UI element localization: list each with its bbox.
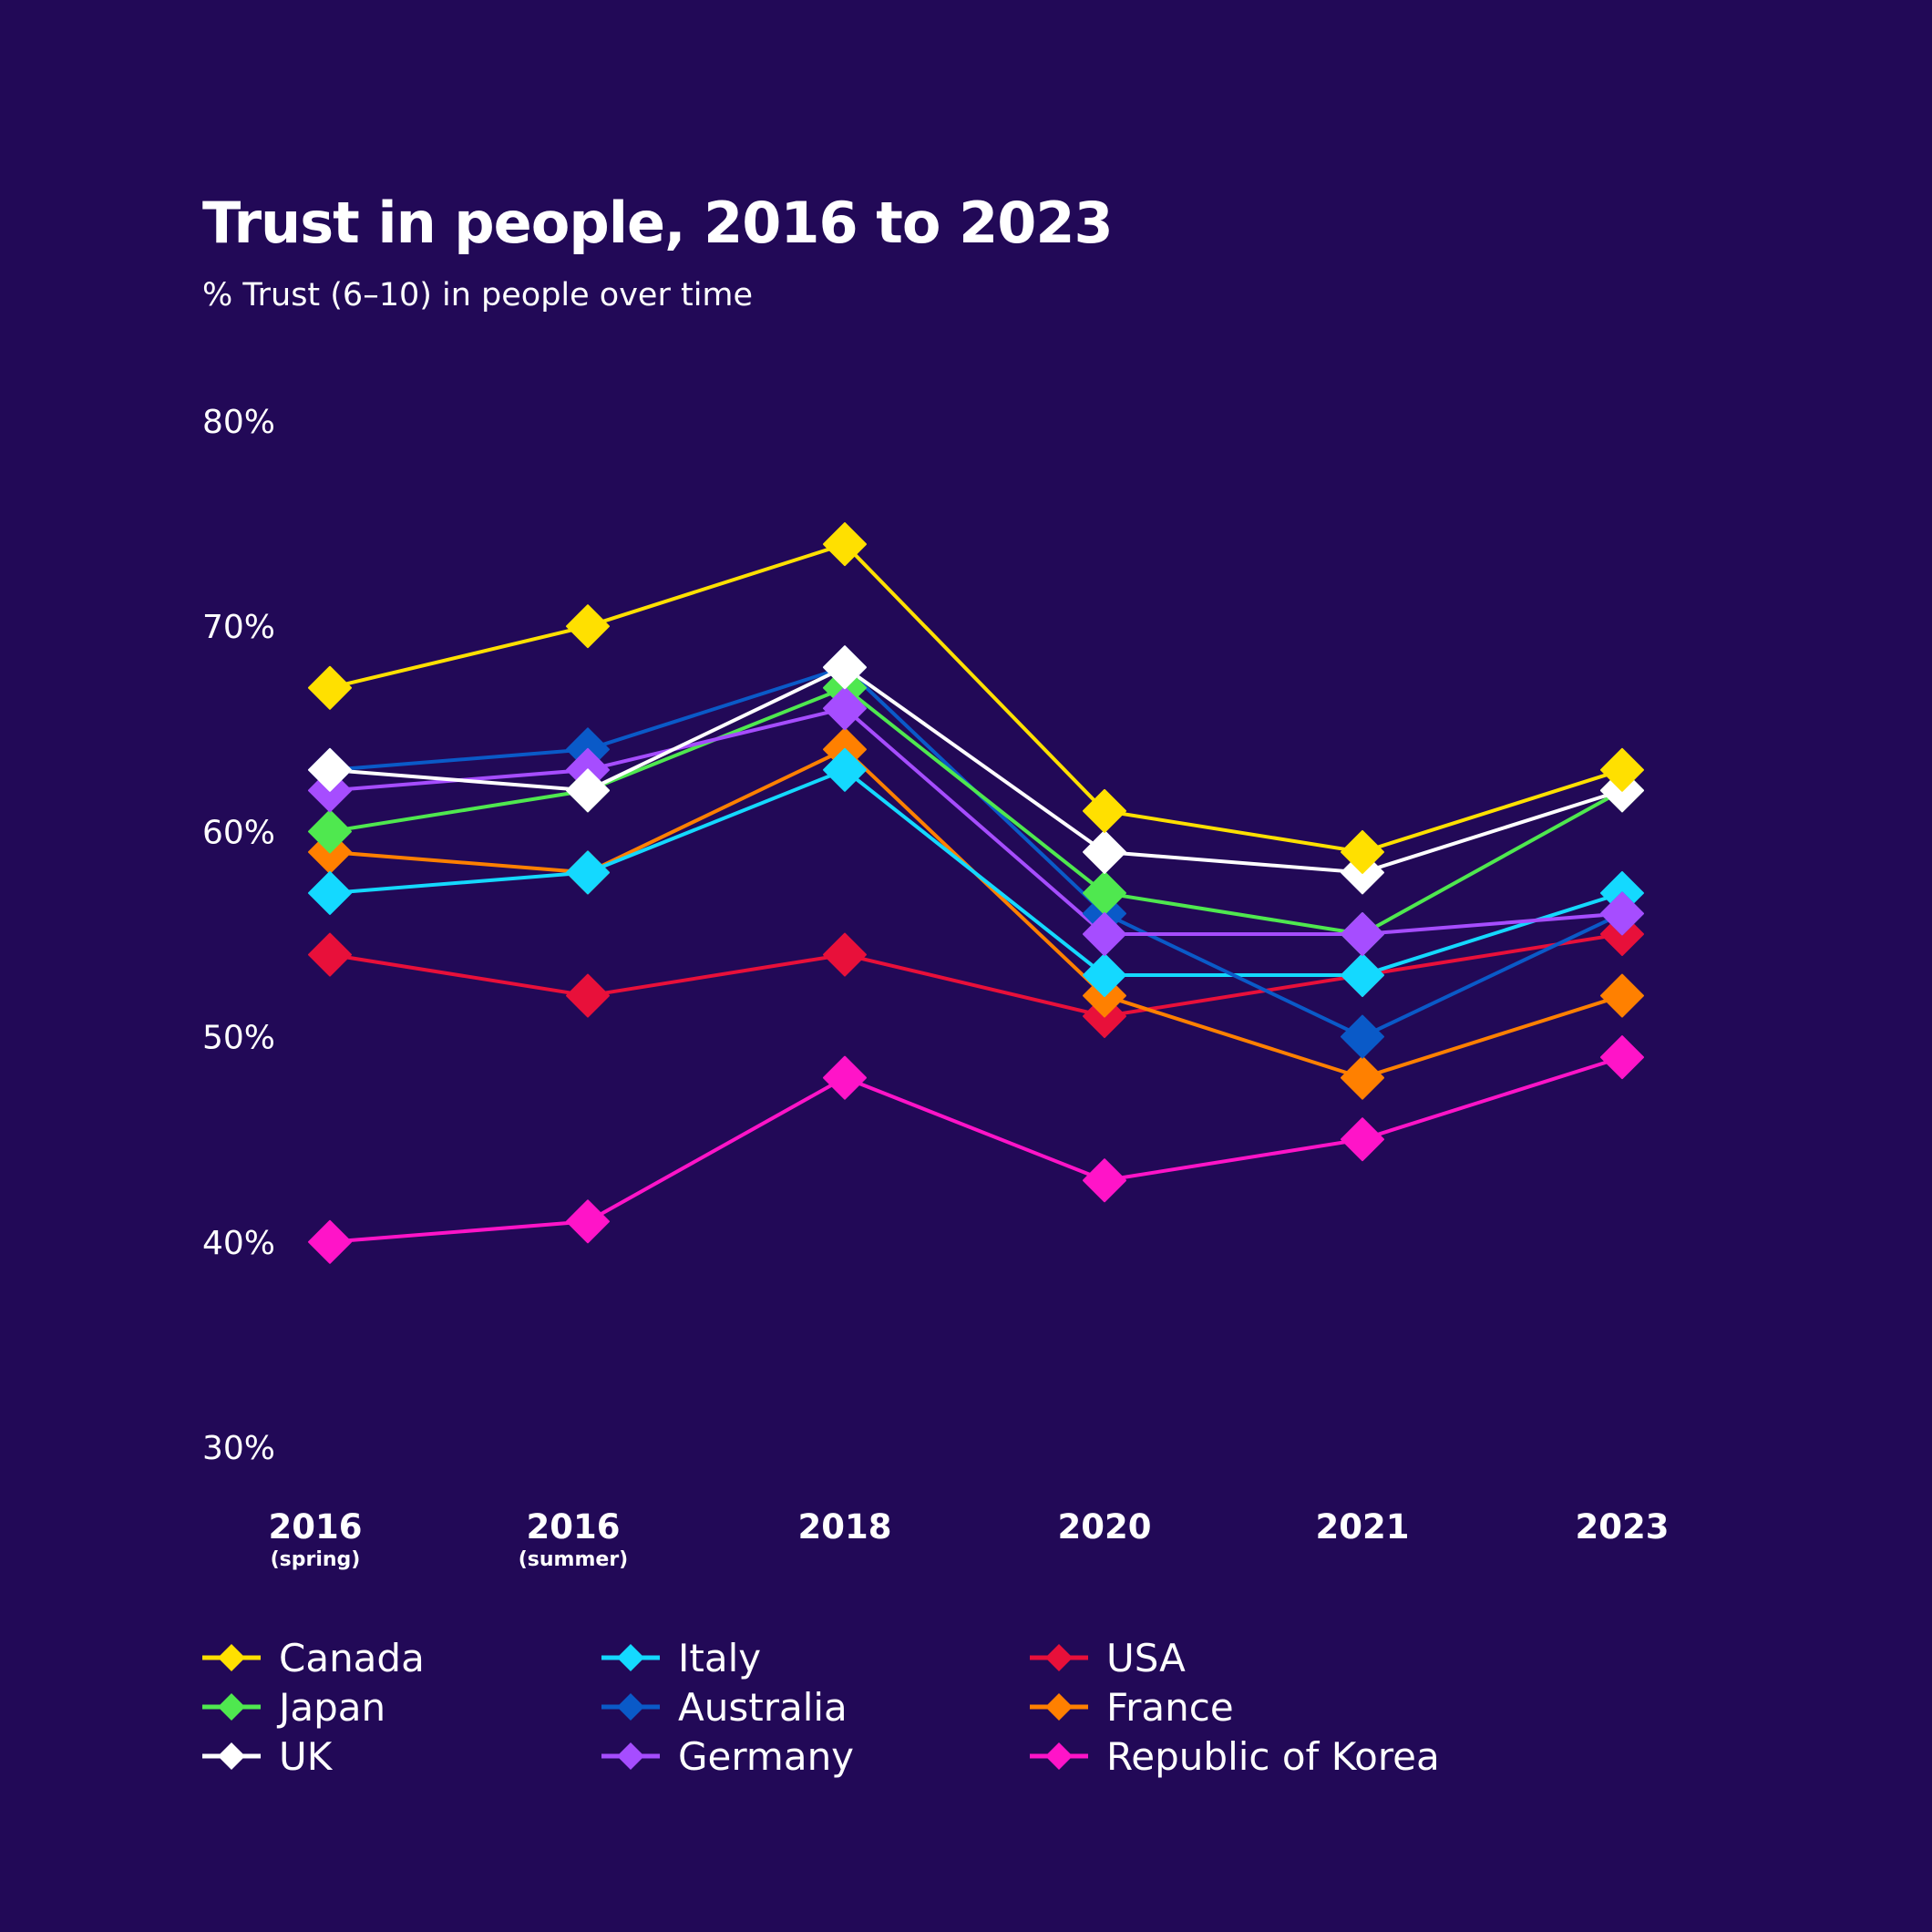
data-point-uk bbox=[823, 645, 867, 690]
series-line-japan bbox=[329, 685, 1623, 936]
data-point-uk bbox=[308, 747, 352, 792]
y-tick-label: 70% bbox=[202, 609, 275, 646]
y-tick-label: 60% bbox=[202, 814, 275, 851]
legend-item-japan: Japan bbox=[202, 1682, 385, 1732]
series-line-italy bbox=[329, 767, 1623, 978]
data-point-republic-of-korea bbox=[308, 1219, 352, 1264]
data-point-canada bbox=[823, 522, 867, 567]
x-tick-label: 2020 bbox=[1058, 1507, 1152, 1547]
legend-swatch-icon bbox=[601, 1644, 660, 1671]
legend-item-france: France bbox=[1030, 1682, 1234, 1732]
legend-item-canada: Canada bbox=[202, 1633, 425, 1682]
x-tick-label: 2023 bbox=[1576, 1507, 1670, 1547]
legend-item-usa: USA bbox=[1030, 1633, 1186, 1682]
data-point-usa bbox=[308, 932, 352, 977]
x-tick-label: 2018 bbox=[798, 1507, 892, 1547]
series-line-canada bbox=[329, 542, 1623, 854]
data-point-republic-of-korea bbox=[566, 1199, 610, 1244]
x-tick-label: 2016 bbox=[269, 1507, 363, 1547]
legend-item-republic-of-korea: Republic of Korea bbox=[1030, 1732, 1440, 1781]
y-tick-label: 30% bbox=[202, 1430, 275, 1467]
data-point-republic-of-korea bbox=[1600, 1035, 1644, 1080]
line-chart: 30%40%50%60%70%80% 2016(spring)2016(summ… bbox=[202, 404, 1670, 1571]
data-point-republic-of-korea bbox=[823, 1055, 867, 1100]
y-axis: 30% 40% 50% 60% 70% 80% bbox=[202, 404, 275, 1467]
chart-subtitle: % Trust (6–10) in people over time bbox=[202, 277, 754, 313]
y-tick-label: 80% bbox=[202, 404, 275, 441]
x-tick-label: 2021 bbox=[1316, 1507, 1410, 1547]
series-line-usa bbox=[329, 932, 1623, 1019]
data-point-italy bbox=[566, 850, 610, 895]
y-tick-label: 40% bbox=[202, 1225, 275, 1262]
data-point-italy bbox=[308, 870, 352, 915]
legend-label: Australia bbox=[678, 1684, 848, 1730]
data-point-germany bbox=[1600, 891, 1644, 936]
x-tick-sublabel: (spring) bbox=[271, 1548, 361, 1571]
series-markers bbox=[308, 522, 1644, 1264]
series-line-france bbox=[329, 747, 1623, 1080]
data-point-republic-of-korea bbox=[1341, 1117, 1384, 1162]
chart-title: Trust in people, 2016 to 2023 bbox=[202, 190, 1114, 256]
data-point-italy bbox=[1341, 953, 1384, 998]
series-line-uk bbox=[329, 665, 1623, 875]
data-point-germany bbox=[1341, 912, 1384, 956]
series-line-germany bbox=[329, 706, 1623, 936]
legend-swatch-icon bbox=[202, 1644, 261, 1671]
legend-label: Republic of Korea bbox=[1106, 1733, 1440, 1779]
legend-label: Japan bbox=[279, 1684, 386, 1730]
data-point-usa bbox=[823, 932, 867, 977]
data-point-canada bbox=[1600, 747, 1644, 792]
legend: Canada Japan UK Italy Australia Germany USA Fra… bbox=[202, 1633, 1569, 1797]
series-line-republic-of-korea bbox=[329, 1055, 1623, 1244]
series-lines bbox=[329, 542, 1623, 1244]
data-point-canada bbox=[1341, 829, 1384, 874]
legend-label: Germany bbox=[678, 1733, 855, 1779]
legend-label: France bbox=[1106, 1684, 1234, 1730]
data-point-republic-of-korea bbox=[1083, 1158, 1126, 1203]
legend-item-uk: UK bbox=[202, 1732, 332, 1781]
data-point-australia bbox=[1341, 1014, 1384, 1059]
data-point-italy bbox=[823, 747, 867, 792]
x-tick-sublabel: (summer) bbox=[519, 1548, 628, 1571]
data-point-canada bbox=[566, 604, 610, 649]
data-point-france bbox=[1600, 973, 1644, 1018]
legend-item-germany: Germany bbox=[601, 1732, 854, 1781]
legend-swatch-icon bbox=[1030, 1742, 1088, 1770]
data-point-france bbox=[1341, 1055, 1384, 1100]
data-point-usa bbox=[566, 973, 610, 1018]
legend-label: Italy bbox=[678, 1635, 762, 1680]
legend-label: UK bbox=[279, 1733, 333, 1779]
legend-swatch-icon bbox=[1030, 1644, 1088, 1671]
y-tick-label: 50% bbox=[202, 1020, 275, 1057]
data-point-germany bbox=[823, 686, 867, 731]
data-point-uk bbox=[566, 768, 610, 813]
data-point-japan bbox=[308, 809, 352, 854]
legend-swatch-icon bbox=[601, 1742, 660, 1770]
x-tick-label: 2016 bbox=[527, 1507, 621, 1547]
legend-swatch-icon bbox=[1030, 1693, 1088, 1721]
x-axis: 2016(spring)2016(summer)2018 2020 2021 2023 bbox=[269, 1507, 1670, 1571]
data-point-italy bbox=[1083, 953, 1126, 998]
data-point-germany bbox=[1083, 912, 1126, 956]
legend-swatch-icon bbox=[202, 1693, 261, 1721]
legend-label: Canada bbox=[279, 1635, 425, 1680]
legend-swatch-icon bbox=[601, 1693, 660, 1721]
legend-item-australia: Australia bbox=[601, 1682, 848, 1732]
data-point-canada bbox=[1083, 788, 1126, 833]
legend-item-italy: Italy bbox=[601, 1633, 761, 1682]
legend-label: USA bbox=[1106, 1635, 1186, 1680]
data-point-canada bbox=[308, 665, 352, 710]
legend-swatch-icon bbox=[202, 1742, 261, 1770]
data-point-uk bbox=[1083, 829, 1126, 874]
